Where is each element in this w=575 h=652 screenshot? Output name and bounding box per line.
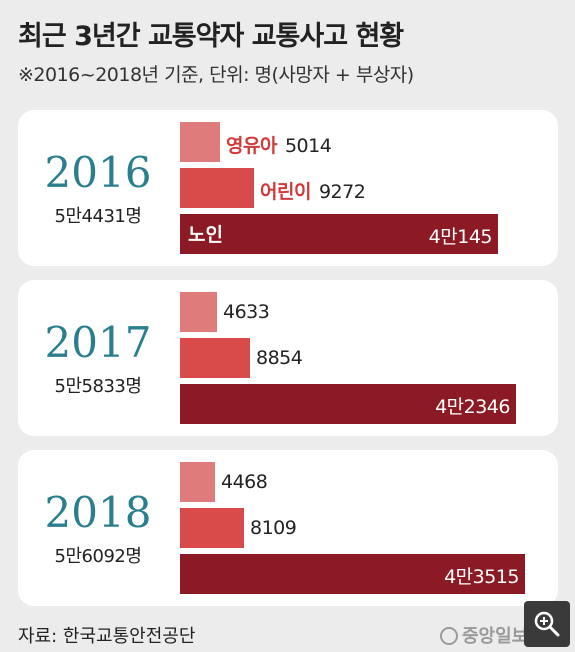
value-label: 4만3515	[444, 566, 519, 588]
year-card-2018: 2018 5만6092명 4468 8109 4만3515	[18, 450, 558, 606]
bar-child-2016	[180, 168, 254, 208]
bar-label-infant: 영유아 5014	[226, 131, 332, 158]
bar-label-child: 8109	[250, 517, 297, 539]
year-total: 5만4431명	[54, 206, 142, 227]
value-label: 4만2346	[435, 396, 510, 418]
value-label: 4468	[221, 471, 268, 493]
brand-name: 중앙일보	[462, 626, 529, 647]
year-label: 2017	[44, 318, 152, 367]
category-label: 어린이	[260, 181, 311, 203]
category-label: 영유아	[226, 135, 277, 157]
bar-infant-2017	[180, 292, 217, 332]
value-label: 5014	[284, 135, 332, 157]
year-label: 2016	[44, 148, 152, 197]
year-label: 2018	[44, 488, 152, 537]
bar-child-2018	[180, 508, 244, 548]
year-total: 5만5833명	[54, 376, 142, 397]
bar-label-infant: 4633	[223, 301, 270, 323]
source-note: 자료: 한국교통안전공단	[18, 626, 196, 647]
bar-elder-2018: 4만3515	[180, 554, 525, 594]
brand-mark-icon	[440, 627, 458, 645]
value-label: 9272	[318, 181, 366, 203]
page-title: 최근 3년간 교통약자 교통사고 현황	[18, 21, 404, 52]
bar-label-infant: 4468	[221, 471, 268, 493]
bar-child-2017	[180, 338, 250, 378]
year-card-2016: 2016 5만4431명 영유아 5014 어린이 9272 노인 4만145	[18, 110, 558, 266]
zoom-in-icon	[534, 611, 560, 637]
bar-label-child: 어린이 9272	[260, 177, 366, 204]
value-label: 4633	[223, 301, 270, 323]
value-label: 8109	[250, 517, 297, 539]
bar-infant-2018	[180, 462, 215, 502]
bar-elder-2017: 4만2346	[180, 384, 516, 424]
year-total: 5만6092명	[54, 546, 142, 567]
zoom-button[interactable]	[524, 601, 570, 647]
category-label: 노인	[188, 224, 223, 246]
value-label: 8854	[256, 347, 303, 369]
bar-elder-2016: 노인 4만145	[180, 214, 498, 254]
year-card-2017: 2017 5만5833명 4633 8854 4만2346	[18, 280, 558, 436]
value-label: 4만145	[428, 226, 493, 248]
page-subtitle: ※2016~2018년 기준, 단위: 명(사망자 + 부상자)	[18, 64, 414, 86]
brand-logo: 중앙일보	[440, 622, 528, 648]
bar-label-child: 8854	[256, 347, 303, 369]
bar-infant-2016	[180, 122, 220, 162]
